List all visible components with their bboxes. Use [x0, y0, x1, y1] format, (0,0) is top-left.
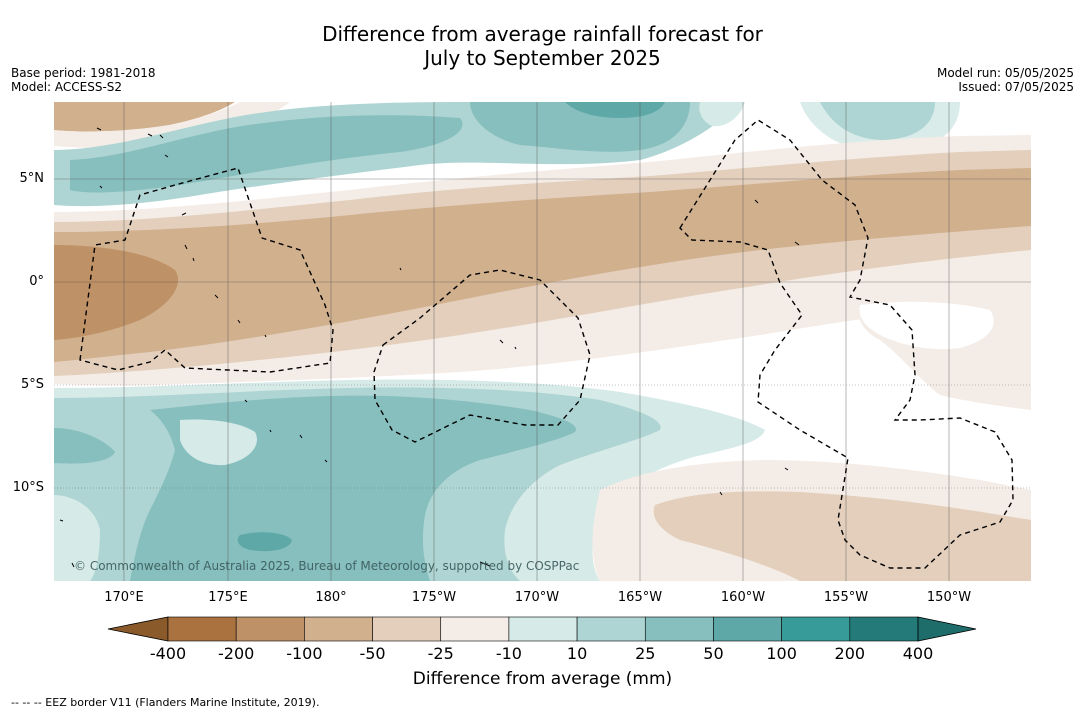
lat-label: 5°S — [20, 377, 44, 392]
lon-label: 180° — [315, 590, 347, 605]
islands — [59, 127, 800, 568]
lat-label: 5°N — [19, 171, 45, 186]
eez-borders — [79, 119, 1014, 569]
eez-legend-note: -- -- -- EEZ border V11 (Flanders Marine… — [11, 696, 320, 709]
issued-date: Issued: 07/05/2025 — [958, 80, 1074, 94]
map-contours — [54, 102, 1031, 581]
colorbar-swatch — [781, 616, 851, 642]
lon-label: 160°W — [720, 590, 766, 605]
model-run: Model run: 05/05/2025 — [936, 66, 1074, 80]
colorbar-swatch — [849, 616, 919, 642]
colorbar-swatch — [167, 616, 237, 642]
colorbar-tick-label: 200 — [834, 644, 866, 663]
colorbar-tick-label: 50 — [703, 644, 724, 663]
colorbar-high-extend — [917, 616, 977, 642]
colorbar-swatch — [644, 616, 714, 642]
colorbar-tick-label: -50 — [359, 644, 386, 663]
colorbar-tick-label: -25 — [427, 644, 454, 663]
colorbar-swatch — [235, 616, 305, 642]
map-title: Difference from average rainfall forecas… — [0, 22, 1085, 70]
lon-label: 170°E — [104, 590, 144, 605]
colorbar-title: Difference from average (mm) — [412, 669, 673, 689]
colorbar-tick-label: -100 — [286, 644, 323, 663]
lon-label: 175°W — [411, 590, 457, 605]
colorbar-swatch — [372, 616, 442, 642]
colorbar-low-extend — [107, 616, 169, 642]
colorbar-tick-label: -10 — [495, 644, 522, 663]
lon-label: 175°E — [208, 590, 248, 605]
lon-label: 155°W — [823, 590, 869, 605]
colorbar-swatch — [713, 616, 782, 642]
colorbar-swatch — [508, 616, 578, 642]
meta-left: Base period: 1981-2018 Model: ACCESS-S2 — [11, 66, 156, 94]
colorbar — [107, 616, 977, 642]
lat-label: 0° — [29, 274, 44, 289]
colorbar-swatch — [576, 616, 646, 642]
colorbar-tick-label: 400 — [902, 644, 934, 663]
base-period: Base period: 1981-2018 — [11, 66, 156, 80]
lon-label: 170°W — [514, 590, 560, 605]
colorbar-swatch — [304, 616, 373, 642]
copyright-notice: © Commonwealth of Australia 2025, Bureau… — [74, 559, 580, 573]
lon-label: 165°W — [617, 590, 663, 605]
lat-label: 10°S — [12, 480, 44, 495]
colorbar-tick-label: -400 — [149, 644, 187, 663]
title-line-1: Difference from average rainfall forecas… — [322, 22, 763, 46]
colorbar-tick-label: -200 — [218, 644, 255, 663]
colorbar-tick-label: 100 — [766, 644, 797, 663]
title-line-2: July to September 2025 — [424, 46, 661, 70]
model-name: Model: ACCESS-S2 — [11, 80, 123, 94]
grid-lines — [54, 102, 1031, 581]
meta-right: Model run: 05/05/2025 Issued: 07/05/2025 — [937, 66, 1074, 94]
colorbar-tick-label: 10 — [566, 644, 588, 663]
colorbar-tick-label: 25 — [635, 644, 656, 663]
colorbar-swatch — [440, 616, 510, 642]
lon-label: 150°W — [926, 590, 972, 605]
